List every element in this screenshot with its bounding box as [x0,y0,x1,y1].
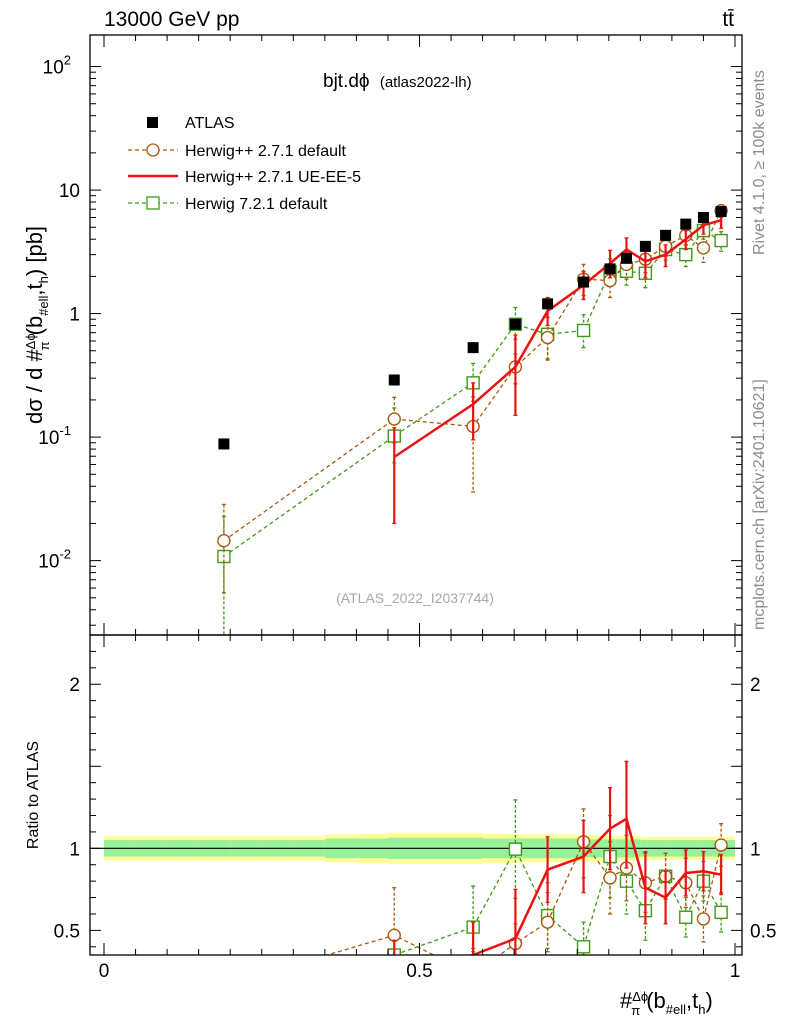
atlas-data-point [660,229,672,241]
y-axis-label-main: dσ / d #Δϕπ(b#ell,th) [pb] [22,226,52,424]
axes: 10-2 10-1 1 10 102 0.5 0.5 1 1 2 2 0 0.5 1 [38,34,776,982]
herwigpp-default-main-point [540,330,555,345]
herwig7-default-ratio-point [679,910,693,924]
atlas-data-point [218,438,230,450]
herwigpp-default-ratio-point [696,912,711,926]
main-y-tick-label: 102 [43,53,71,79]
x-tick-label: 0 [99,961,110,982]
ratio-y-tick-label-right: 2 [750,675,761,696]
atlas-data-point [578,276,590,288]
ratio-band [90,832,742,864]
x-tick-label: 0.5 [406,961,432,982]
main-y-tick-label: 10-1 [38,423,71,449]
plot-title: bjt.dϕ (atlas2022-lh) [323,71,472,92]
legend-marker-atlas [147,117,158,128]
main-y-tick-label: 10-2 [38,547,71,573]
main-y-tick-exponent: -2 [59,547,71,562]
process-label: tt̄ [722,8,734,31]
atlas-data-point [509,318,521,330]
energy-label: 13000 GeV pp [104,8,239,31]
herwigpp-default-ratio-point [714,838,728,852]
atlas-data-point [697,211,709,223]
atlas-data-point [620,252,632,264]
herwigpp-default-ratio-point [387,928,401,943]
atlas-data-point [467,342,479,354]
plot-title-sub: (atlas2022-lh) [380,74,472,91]
atlas-data-point [388,374,400,386]
herwigpp-ueee5-main-line [393,219,722,459]
herwig7-default-ratio-point [576,940,591,954]
legend-label-herwig7-default: Herwig 7.2.1 default [185,196,328,213]
herwigpp-default-ratio-point [540,915,555,929]
ratio-y-tick-label-left: 2 [69,675,80,696]
main-y-tick-exponent: -1 [59,423,71,438]
ratio-y-tick-label-left: 0.5 [54,921,80,942]
x-axis-label: #Δϕ π (b#ell,th) [620,988,713,1018]
legend-label-atlas: ATLAS [185,115,235,132]
atlas-data-point [715,206,727,218]
main-y-tick-exponent: 2 [64,53,71,68]
legend-label-herwigpp-default: Herwig++ 2.7.1 default [185,143,347,160]
herwig7-default-main-point [679,247,693,262]
atlas-data-point [639,240,651,252]
main-y-tick-label: 10 [59,181,80,202]
plot-title-main: bjt.dϕ [323,71,370,92]
legend-marker-herwigpp-default [146,143,160,157]
herwig7-default-ratio-point [714,905,728,920]
herwig7-default-main-point [714,233,728,248]
herwigpp-default-main-point [387,412,401,426]
mcplots-label: mcplots.cern.ch [arXiv:2401.10621] [751,379,768,630]
herwigpp-default-main-point [696,241,711,255]
herwigpp-default-ratio-point [603,871,617,885]
main-y-tick-label: 1 [69,305,80,326]
herwigpp-default-ratio-point [467,969,479,981]
legend-label-herwigpp-ueee5: Herwig++ 2.7.1 UE-EE-5 [185,169,361,186]
atlas-data-point [542,298,554,310]
herwig7-default-ratio-point [508,842,523,856]
ratio-plot-frame [89,634,743,956]
herwig7-default-main-point [576,323,591,338]
herwigpp-default-ratio-point [218,979,230,991]
herwigpp-ueee5-ratio-line [467,816,722,955]
y-axis-label-ratio: Ratio to ATLAS [25,741,42,849]
ratio-y-tick-label-right: 0.5 [750,921,776,942]
watermark: (ATLAS_2022_I2037744) [336,590,494,606]
ratio-y-tick-label-right: 1 [750,839,761,860]
herwigpp-default-main-point [217,533,231,548]
ratio-y-tick-label-left: 1 [69,839,80,860]
ratio-plot-data [218,760,728,999]
rivet-label: Rivet 4.1.0, ≥ 100k events [751,70,768,255]
herwig7-default-ratio-point [218,987,230,999]
x-tick-label: 1 [730,961,741,982]
main-plot-data [217,204,728,635]
atlas-data-point [604,263,616,275]
atlas-data-point [680,218,692,230]
legend: ATLAS Herwig++ 2.7.1 default Herwig++ 2.… [128,115,361,213]
legend-marker-herwig7-default [146,196,160,210]
